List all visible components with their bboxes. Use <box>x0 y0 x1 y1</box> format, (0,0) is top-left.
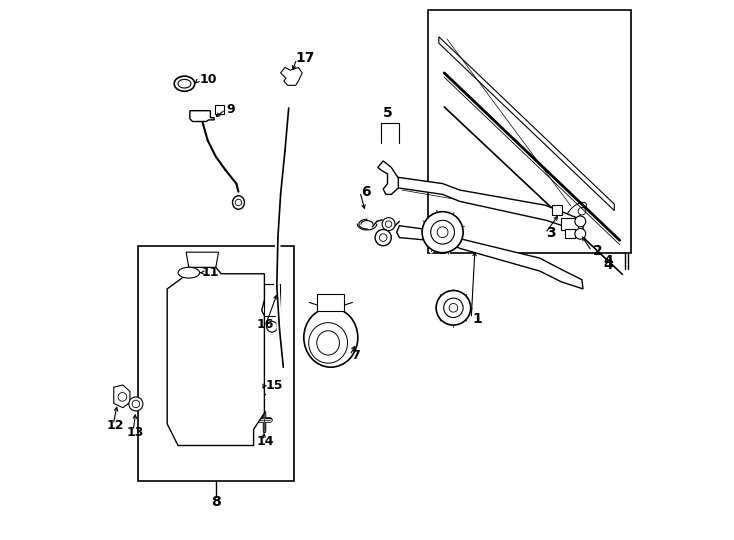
Text: 13: 13 <box>127 426 144 438</box>
Polygon shape <box>186 252 219 267</box>
Text: 14: 14 <box>257 435 275 448</box>
Bar <box>317 294 344 310</box>
Text: 12: 12 <box>106 419 124 432</box>
Circle shape <box>385 221 392 227</box>
Circle shape <box>437 227 448 238</box>
Ellipse shape <box>233 195 244 209</box>
Polygon shape <box>167 267 264 446</box>
Circle shape <box>578 207 586 215</box>
Bar <box>565 230 575 238</box>
Circle shape <box>575 216 586 227</box>
Text: 1: 1 <box>472 312 482 326</box>
Text: 6: 6 <box>362 185 371 199</box>
Text: 2: 2 <box>593 244 603 258</box>
Bar <box>137 246 294 481</box>
Circle shape <box>575 228 586 239</box>
Polygon shape <box>280 68 302 85</box>
Text: 10: 10 <box>200 73 217 86</box>
Text: 9: 9 <box>227 103 235 116</box>
Circle shape <box>379 234 387 241</box>
Polygon shape <box>439 37 614 211</box>
Polygon shape <box>190 111 214 122</box>
Text: 17: 17 <box>296 51 315 65</box>
Text: 8: 8 <box>211 495 221 509</box>
Bar <box>428 10 631 253</box>
Text: 15: 15 <box>266 379 283 392</box>
Text: 3: 3 <box>546 226 556 240</box>
Text: 4: 4 <box>603 254 614 268</box>
Circle shape <box>129 397 143 411</box>
Circle shape <box>431 220 454 244</box>
Circle shape <box>443 298 463 318</box>
Ellipse shape <box>567 202 586 220</box>
Circle shape <box>254 386 264 397</box>
Circle shape <box>132 400 139 408</box>
Text: 5: 5 <box>383 106 393 120</box>
Circle shape <box>422 212 463 253</box>
Polygon shape <box>396 226 583 289</box>
Ellipse shape <box>178 79 191 88</box>
Circle shape <box>243 430 254 441</box>
Circle shape <box>375 230 391 246</box>
Text: 4: 4 <box>603 258 614 272</box>
Ellipse shape <box>309 322 348 363</box>
Polygon shape <box>391 177 583 230</box>
Ellipse shape <box>304 308 357 367</box>
Ellipse shape <box>317 330 339 355</box>
Text: 11: 11 <box>201 266 219 279</box>
Bar <box>264 284 280 316</box>
Text: 7: 7 <box>351 349 360 362</box>
Circle shape <box>235 199 241 206</box>
Polygon shape <box>378 161 399 194</box>
Circle shape <box>118 393 127 401</box>
Polygon shape <box>114 385 130 408</box>
Circle shape <box>449 303 458 312</box>
Bar <box>562 218 578 230</box>
Circle shape <box>266 321 277 332</box>
Ellipse shape <box>174 76 195 91</box>
Bar <box>215 105 225 114</box>
Circle shape <box>436 291 470 325</box>
Circle shape <box>382 218 395 231</box>
Ellipse shape <box>178 267 200 278</box>
Text: 16: 16 <box>257 318 275 330</box>
Bar <box>552 205 562 215</box>
